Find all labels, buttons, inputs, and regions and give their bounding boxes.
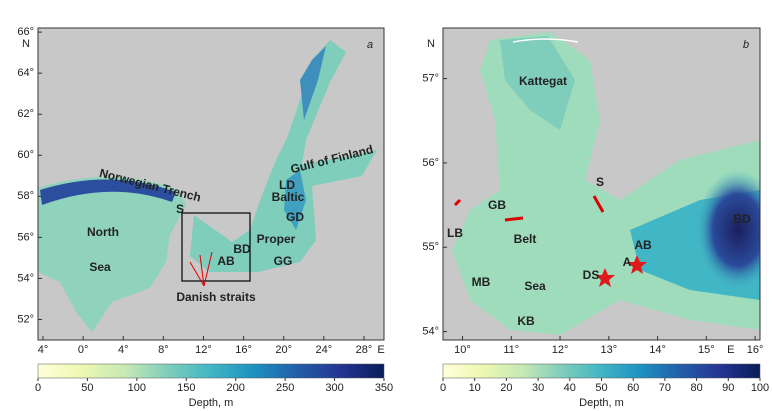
colorbar-tick-label: 300 [325,382,343,394]
place-label: North [87,225,119,239]
lon-tick-label: 15° [698,344,715,356]
colorbar-tick-label: 50 [595,382,607,394]
lon-tick-label: 16° [235,344,252,356]
lon-tick-label: 24° [316,344,333,356]
lon-unit: E [377,344,384,356]
colorbar-tick-label: 150 [177,382,195,394]
lat-tick-label: 66° [17,26,34,38]
map-a [38,28,384,340]
lon-tick-label: 0° [78,344,89,356]
place-label: Sea [89,260,111,274]
lon-tick-label: 4° [118,344,129,356]
place-label: Belt [514,232,537,246]
place-label: DS [583,268,600,282]
lat-unit: N [427,38,435,50]
place-label: A [623,255,632,269]
place-label: LD [279,178,295,192]
colorbar-tick-label: 50 [81,382,93,394]
colorbar-tick-label: 80 [690,382,702,394]
place-label: AB [217,254,235,268]
lat-unit: N [22,38,30,50]
place-label: GB [488,198,506,212]
lon-tick-label: 12° [552,344,569,356]
place-label: Kattegat [519,74,567,88]
colorbar-label: Depth, m [189,397,234,409]
place-label: Baltic [272,190,305,204]
colorbar-tick-label: 10 [469,382,481,394]
colorbar-tick-label: 90 [722,382,734,394]
colorbar-tick-label: 100 [128,382,146,394]
colorbar [37,363,385,379]
colorbar-tick-label: 0 [35,382,41,394]
place-label: BD [733,212,751,226]
lat-tick-label: 64° [17,67,34,79]
colorbar-tick-label: 30 [532,382,544,394]
place-label: MB [472,275,491,289]
colorbar-tick-label: 100 [751,382,769,394]
map-b [443,28,760,340]
lon-tick-label: 28° [356,344,373,356]
place-label: LB [447,226,463,240]
lat-tick-label: 60° [17,149,34,161]
lat-tick-label: 58° [17,190,34,202]
lat-tick-label: 54° [17,272,34,284]
lon-tick-label: 10° [454,344,471,356]
place-label: Sea [524,279,546,293]
place-label: Danish straits [176,290,256,304]
frame-a [37,27,385,341]
place-label: S [176,202,184,216]
lon-tick-label: 11° [503,344,519,356]
lon-tick-label: 16° [747,344,764,356]
place-label: AB [634,238,652,252]
panel-letter: a [367,39,373,51]
lon-tick-label: 20° [275,344,292,356]
lon-tick-label: 12° [195,344,212,356]
colorbar [442,363,761,379]
panel-letter: b [743,39,749,51]
lat-tick-label: 54° [422,325,439,337]
lat-tick-label: 55° [422,241,439,253]
colorbar-label: Depth, m [579,397,624,409]
colorbar-tick-label: 60 [627,382,639,394]
colorbar-tick-label: 250 [276,382,294,394]
place-label: GD [286,210,304,224]
lon-tick-label: 13° [600,344,617,356]
place-label: KB [517,314,535,328]
lat-tick-label: 56° [422,157,439,169]
colorbar-tick-label: 200 [227,382,245,394]
place-label: S [596,175,604,189]
colorbar-tick-label: 70 [659,382,671,394]
place-label: Proper [257,232,296,246]
place-label: GG [274,254,293,268]
lat-tick-label: 56° [17,231,34,243]
lon-unit: E [727,344,734,356]
colorbar-tick-label: 40 [564,382,576,394]
colorbar-tick-label: 350 [375,382,393,394]
colorbar-tick-label: 0 [440,382,446,394]
colorbar-tick-label: 20 [500,382,512,394]
place-label: BD [233,242,251,256]
lat-tick-label: 62° [17,108,34,120]
lon-tick-label: 8° [158,344,169,356]
frame-b [442,27,761,341]
lon-tick-label: 4° [38,344,49,356]
lat-tick-label: 52° [17,313,34,325]
lon-tick-label: 14° [649,344,666,356]
lat-tick-label: 57° [422,73,439,85]
